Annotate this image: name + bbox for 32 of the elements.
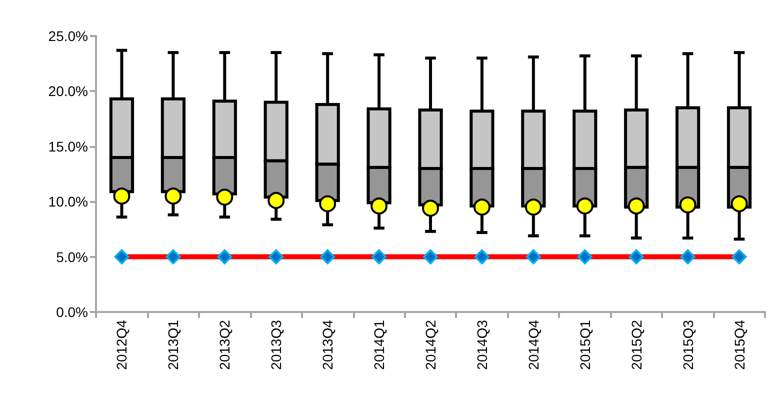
y-tick-label: 25.0%	[48, 28, 88, 44]
x-tick-label: 2013Q4	[320, 320, 336, 370]
point	[730, 195, 748, 212]
x-tick-label: 2013Q2	[216, 320, 233, 370]
x-tick-label: 2014Q1	[371, 320, 388, 370]
point	[268, 192, 285, 209]
y-tick-label: 15.0%	[48, 138, 88, 154]
point	[164, 188, 182, 205]
point	[628, 198, 645, 215]
y-tick-label: 20.0%	[48, 83, 88, 100]
x-tick-label: 2014Q3	[474, 320, 490, 370]
x-tick-label: 2015Q4	[731, 320, 748, 370]
x-tick-label: 2015Q2	[628, 320, 644, 370]
x-tick-label: 2014Q2	[422, 320, 438, 370]
point	[473, 198, 490, 216]
x-tick-label: 2013Q3	[268, 320, 284, 370]
point	[422, 200, 439, 217]
x-tick-label: 2013Q1	[165, 320, 182, 370]
point	[319, 195, 336, 212]
y-tick-label: 5.0%	[56, 248, 88, 265]
x-tick-label: 2015Q1	[576, 320, 593, 370]
x-tick-label: 2014Q4	[525, 320, 542, 370]
point	[524, 198, 542, 216]
y-tick-label: 10.0%	[48, 194, 88, 210]
point	[679, 196, 696, 214]
point	[216, 188, 234, 206]
point	[370, 198, 388, 215]
x-tick-label: 2015Q3	[680, 320, 696, 370]
point	[113, 188, 130, 205]
y-tick-label: 0.0%	[56, 304, 88, 320]
x-tick-label: 2012Q4	[114, 320, 130, 370]
point	[576, 198, 594, 215]
